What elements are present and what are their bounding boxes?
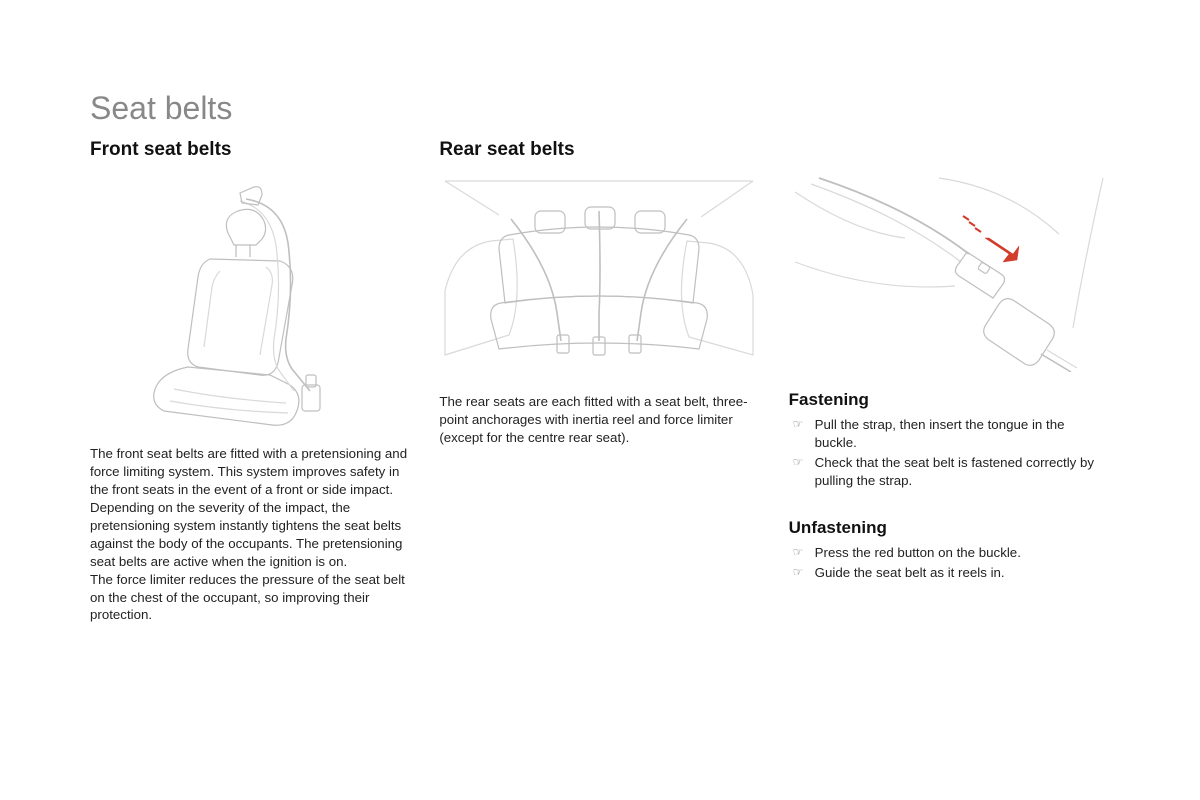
page-title: Seat belts — [90, 90, 1110, 127]
spacer — [789, 139, 1110, 172]
unfastening-list: Press the red button on the buckle. Guid… — [789, 544, 1110, 582]
fastening-list: Pull the strap, then insert the tongue i… — [789, 416, 1110, 490]
column-rear-seat-belts: Rear seat belts — [439, 139, 760, 624]
front-seat-belts-heading: Front seat belts — [90, 139, 411, 161]
front-seat-illustration-icon — [90, 175, 390, 435]
buckle-figure — [789, 172, 1110, 372]
list-item: Pull the strap, then insert the tongue i… — [789, 416, 1110, 452]
list-item: Check that the seat belt is fastened cor… — [789, 454, 1110, 490]
column-fastening: Fastening Pull the strap, then insert th… — [789, 139, 1110, 624]
fastening-heading: Fastening — [789, 390, 1110, 410]
content-columns: Front seat belts — [90, 139, 1110, 624]
unfastening-heading: Unfastening — [789, 518, 1110, 538]
rear-seat-figure — [439, 175, 760, 375]
rear-seat-belts-paragraph: The rear seats are each fitted with a se… — [439, 393, 760, 447]
list-item: Guide the seat belt as it reels in. — [789, 564, 1110, 582]
front-seat-belts-paragraph: The front seat belts are fitted with a p… — [90, 445, 411, 624]
rear-seat-belts-heading: Rear seat belts — [439, 139, 760, 161]
list-item: Press the red button on the buckle. — [789, 544, 1110, 562]
column-front-seat-belts: Front seat belts — [90, 139, 411, 624]
rear-seat-illustration-icon — [439, 175, 759, 375]
front-seat-figure — [90, 175, 411, 435]
seatbelt-buckle-illustration-icon — [789, 172, 1109, 372]
